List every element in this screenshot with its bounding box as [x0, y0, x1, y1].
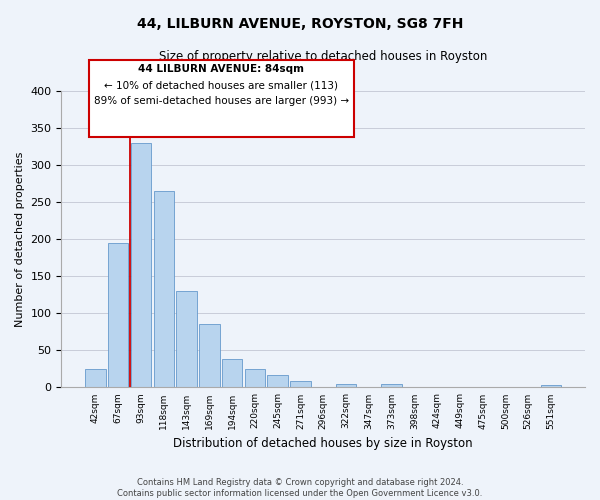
Bar [336, 384, 356, 388]
Title: Size of property relative to detached houses in Royston: Size of property relative to detached ho… [159, 50, 487, 63]
Bar [290, 382, 311, 388]
Bar [268, 375, 288, 388]
Y-axis label: Number of detached properties: Number of detached properties [15, 152, 25, 326]
Bar [541, 385, 561, 388]
Bar [381, 384, 402, 388]
Bar [199, 324, 220, 388]
Bar [154, 191, 174, 388]
Text: 44 LILBURN AVENUE: 84sqm: 44 LILBURN AVENUE: 84sqm [139, 64, 304, 74]
Text: 44, LILBURN AVENUE, ROYSTON, SG8 7FH: 44, LILBURN AVENUE, ROYSTON, SG8 7FH [137, 18, 463, 32]
Text: Contains HM Land Registry data © Crown copyright and database right 2024.
Contai: Contains HM Land Registry data © Crown c… [118, 478, 482, 498]
Bar [245, 369, 265, 388]
Text: 89% of semi-detached houses are larger (993) →: 89% of semi-detached houses are larger (… [94, 96, 349, 106]
X-axis label: Distribution of detached houses by size in Royston: Distribution of detached houses by size … [173, 437, 473, 450]
Bar [176, 291, 197, 388]
Bar [131, 142, 151, 388]
Bar [85, 369, 106, 388]
Text: ← 10% of detached houses are smaller (113): ← 10% of detached houses are smaller (11… [104, 81, 338, 91]
Bar [222, 359, 242, 388]
Bar [108, 242, 128, 388]
